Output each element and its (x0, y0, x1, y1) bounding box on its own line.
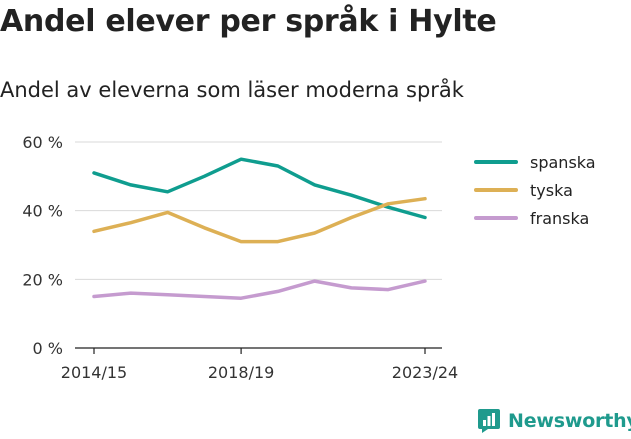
y-tick-label: 60 % (22, 133, 63, 152)
brand-label: Newsworthy (508, 410, 631, 432)
y-tick-label: 20 % (22, 270, 63, 289)
legend-item-spanska: spanska (474, 148, 596, 176)
y-tick-label: 40 % (22, 202, 63, 221)
x-tick-label: 2023/24 (392, 363, 458, 382)
x-tick-label: 2014/15 (61, 363, 127, 382)
series-line-franska (94, 281, 425, 298)
series-line-tyska (94, 199, 425, 242)
bar-chart-logo-icon (478, 409, 500, 433)
legend-swatch-tyska (474, 188, 518, 192)
legend: spanska tyska franska (474, 148, 596, 232)
legend-label-franska: franska (530, 209, 589, 228)
newsworthy-logo[interactable]: Newsworthy (478, 409, 631, 433)
legend-label-spanska: spanska (530, 153, 596, 172)
y-tick-label: 0 % (33, 339, 63, 358)
x-tick-label: 2018/19 (208, 363, 274, 382)
legend-swatch-franska (474, 216, 518, 220)
legend-item-tyska: tyska (474, 176, 596, 204)
legend-item-franska: franska (474, 204, 596, 232)
legend-swatch-spanska (474, 160, 518, 164)
legend-label-tyska: tyska (530, 181, 573, 200)
